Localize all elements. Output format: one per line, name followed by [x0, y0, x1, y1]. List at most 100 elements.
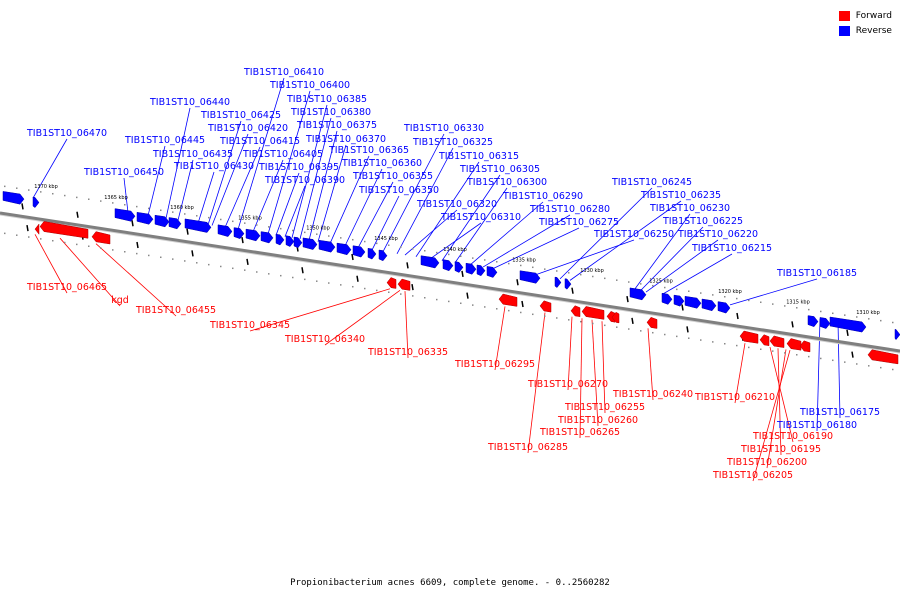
leader-line [32, 138, 68, 199]
guide-dot [220, 265, 222, 268]
leader-line [837, 321, 841, 419]
scale-tick-label: 1340 kbp [443, 247, 467, 253]
guide-dot [40, 191, 42, 193]
reverse-gene-arrow [352, 245, 366, 258]
forward-gene-label: TIB1ST10_06335 [367, 347, 448, 358]
guide-dot [268, 226, 270, 228]
legend-label-reverse: Reverse [855, 25, 892, 36]
reverse-gene-label: TIB1ST10_06470 [26, 128, 107, 139]
guide-dot [208, 216, 210, 219]
reverse-gene-arrow [302, 237, 318, 250]
guide-dot [820, 310, 822, 313]
reverse-gene-arrow [673, 294, 685, 307]
guide-dot [124, 251, 126, 253]
forward-gene-arrow [646, 317, 658, 329]
leader-line [569, 200, 682, 281]
genome-caption: Propionibacterium acnes 6609, complete g… [290, 578, 610, 588]
forward-gene-label: TIB1ST10_06265 [539, 427, 620, 438]
guide-dot [796, 307, 798, 309]
leader-line [601, 321, 606, 414]
forward-gene-label: TIB1ST10_06270 [527, 379, 608, 390]
reverse-gene-arrow [819, 317, 831, 329]
forward-gene-label: TIB1ST10_06210 [694, 392, 775, 403]
leader-line [527, 312, 546, 454]
reverse-gene-arrow [275, 233, 285, 246]
guide-dot [700, 292, 702, 294]
reverse-gene-label: TIB1ST10_06420 [207, 123, 288, 134]
leader-line [769, 346, 794, 443]
guide-dot [304, 231, 306, 234]
strand-legend: Forward Reverse [838, 8, 892, 38]
guide-dot [496, 308, 498, 310]
tick-mark [686, 326, 689, 333]
leader-line [123, 177, 129, 213]
guide-dot [520, 311, 522, 314]
reverse-gene-arrow [114, 208, 136, 222]
guide-dot [220, 218, 222, 221]
forward-gene-arrow [769, 335, 785, 348]
forward-gene-label: kgd [111, 295, 129, 306]
reverse-gene-arrow [285, 235, 295, 247]
guide-dot [700, 339, 702, 341]
guide-dot [784, 352, 786, 354]
guide-dot [244, 222, 246, 224]
guide-dot [580, 320, 582, 323]
guide-dot [616, 326, 618, 328]
reverse-gene-label: TIB1ST10_06300 [466, 177, 547, 188]
forward-swatch [838, 10, 850, 21]
guide-dot [64, 194, 66, 197]
reverse-gene-label: TIB1ST10_06375 [296, 120, 377, 131]
guide-dot [520, 264, 522, 267]
leader-line [224, 146, 261, 228]
leader-line [396, 147, 454, 255]
tick-mark [411, 284, 414, 291]
reverse-gene-arrow [519, 270, 541, 284]
guide-dot [28, 236, 30, 238]
leader-line [441, 174, 501, 261]
reverse-gene-arrow [184, 218, 212, 233]
reverse-gene-arrow [217, 224, 233, 237]
reverse-gene-arrow [661, 292, 673, 305]
tick-mark [186, 228, 189, 235]
forward-gene-arrow [799, 340, 811, 353]
reverse-gene-arrow [367, 248, 377, 260]
leader-line [324, 289, 401, 346]
guide-dot [340, 284, 342, 286]
leader-line [344, 168, 383, 247]
leader-line [729, 278, 818, 306]
leader-line [734, 343, 746, 404]
reverse-gene-label: TIB1ST10_06360 [341, 158, 422, 169]
forward-gene-arrow [581, 306, 605, 320]
scale-tick-label: 1330 kbp [580, 268, 604, 274]
guide-dot [52, 239, 54, 242]
guide-dot [760, 348, 762, 351]
guide-dot [628, 328, 630, 330]
forward-gene-arrow [498, 293, 518, 307]
forward-gene-label: TIB1ST10_06240 [612, 389, 693, 400]
reverse-gene-arrow [154, 214, 170, 228]
forward-gene-label: TIB1ST10_06195 [740, 444, 821, 455]
guide-dot [124, 204, 126, 206]
reverse-gene-label: TIB1ST10_06440 [149, 97, 230, 108]
guide-dot [112, 202, 114, 204]
leader-line [492, 227, 580, 269]
guide-dot [448, 253, 450, 256]
guide-dot [544, 315, 546, 317]
scale-tick-label: 1315 kbp [786, 299, 810, 305]
tick-mark [681, 304, 684, 311]
guide-dot [376, 289, 378, 292]
reverse-gene-label: TIB1ST10_06445 [124, 135, 205, 146]
guide-dot [784, 305, 786, 307]
guide-dot [892, 321, 894, 324]
guide-dot [748, 299, 750, 302]
guide-dot [676, 335, 678, 338]
leader-line [404, 291, 409, 359]
guide-dot [508, 262, 510, 265]
reverse-gene-label: TIB1ST10_06365 [328, 145, 409, 156]
guide-dot [388, 291, 390, 293]
forward-gene-label: TIB1ST10_06465 [26, 282, 107, 293]
guide-dot [676, 288, 678, 291]
legend-label-forward: Forward [855, 10, 892, 21]
leader-line [95, 243, 177, 317]
